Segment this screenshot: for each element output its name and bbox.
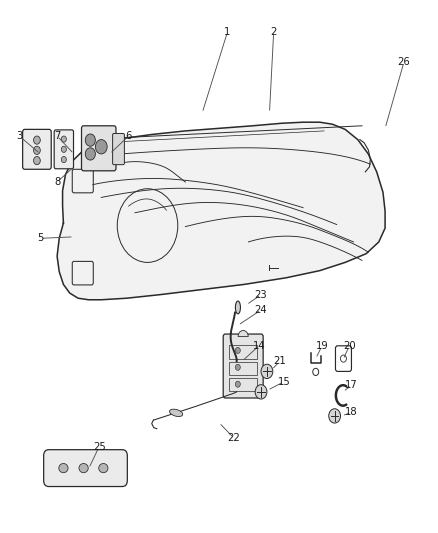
Circle shape <box>235 381 240 387</box>
Ellipse shape <box>235 301 240 314</box>
Circle shape <box>261 364 273 378</box>
Text: 14: 14 <box>253 341 265 351</box>
Text: 20: 20 <box>343 341 356 351</box>
Ellipse shape <box>59 464 68 473</box>
Bar <box>229 345 257 359</box>
Bar <box>229 378 257 391</box>
Bar <box>229 362 257 375</box>
Circle shape <box>34 136 40 144</box>
Circle shape <box>85 134 95 146</box>
Text: 5: 5 <box>37 233 43 244</box>
Text: 22: 22 <box>227 433 240 443</box>
Circle shape <box>255 385 267 399</box>
FancyBboxPatch shape <box>44 450 127 487</box>
FancyBboxPatch shape <box>23 130 51 169</box>
FancyBboxPatch shape <box>81 126 116 171</box>
FancyBboxPatch shape <box>223 334 263 398</box>
Ellipse shape <box>170 409 183 416</box>
Ellipse shape <box>99 464 108 473</box>
Text: 7: 7 <box>54 131 60 141</box>
Text: 24: 24 <box>255 305 267 315</box>
Text: 8: 8 <box>54 177 60 187</box>
Text: 18: 18 <box>345 407 358 417</box>
Text: 25: 25 <box>93 442 106 451</box>
Circle shape <box>235 348 240 353</box>
Text: 6: 6 <box>125 131 132 141</box>
Wedge shape <box>238 330 248 337</box>
Circle shape <box>34 157 40 165</box>
FancyBboxPatch shape <box>54 130 74 169</box>
Text: 21: 21 <box>274 356 286 366</box>
Text: 1: 1 <box>224 27 230 37</box>
Circle shape <box>85 148 95 160</box>
Text: 19: 19 <box>316 341 328 351</box>
Text: 3: 3 <box>16 131 22 141</box>
Circle shape <box>61 146 67 152</box>
Circle shape <box>340 355 346 362</box>
Text: 2: 2 <box>271 27 277 37</box>
Circle shape <box>235 364 240 370</box>
Circle shape <box>95 140 107 154</box>
Circle shape <box>313 368 319 375</box>
Text: 17: 17 <box>345 380 358 390</box>
Circle shape <box>61 136 67 142</box>
FancyBboxPatch shape <box>113 133 124 165</box>
Text: 15: 15 <box>278 377 290 386</box>
Polygon shape <box>57 122 385 300</box>
Ellipse shape <box>79 464 88 473</box>
Circle shape <box>34 146 40 155</box>
Circle shape <box>329 409 340 423</box>
Circle shape <box>61 157 67 163</box>
Text: 26: 26 <box>398 57 410 67</box>
Text: 23: 23 <box>255 289 267 300</box>
